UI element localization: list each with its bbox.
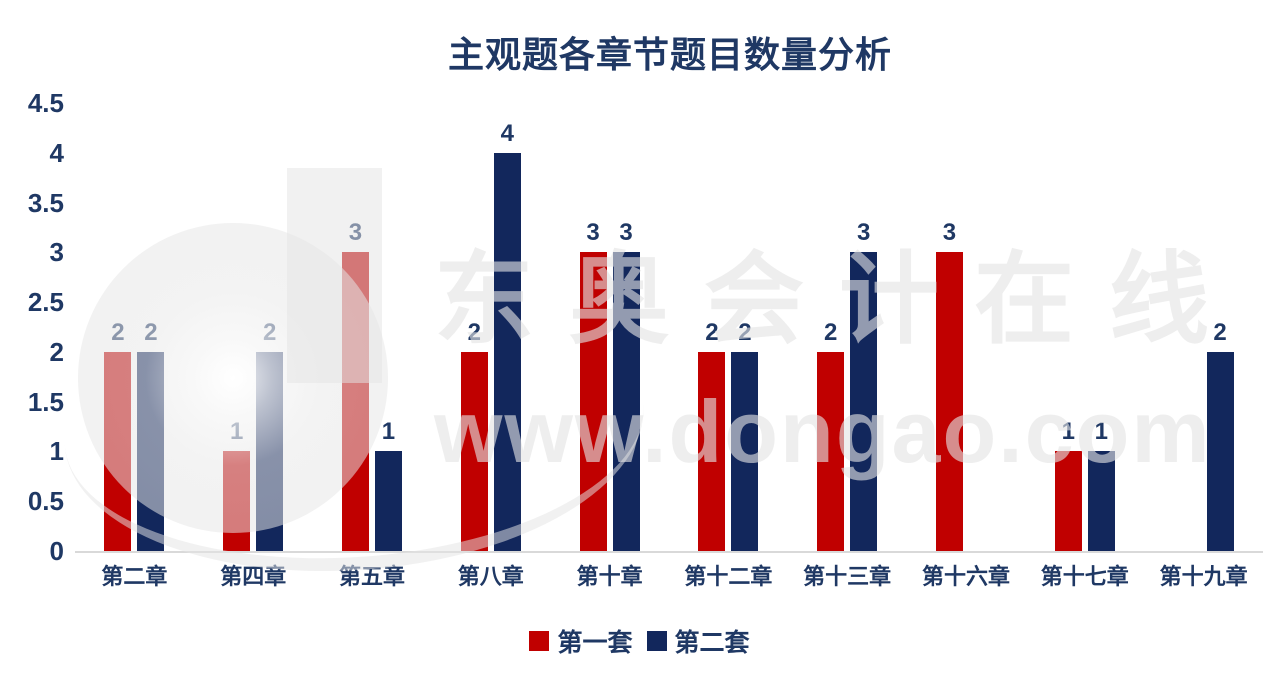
x-tick-label: 第五章	[338, 564, 405, 589]
y-tick-label: 0.5	[27, 486, 64, 517]
y-tick-label: 3.5	[27, 187, 64, 218]
y-tick-label: 2	[49, 336, 64, 367]
bar-value-label: 3	[586, 219, 600, 247]
bar-value-label: 2	[824, 318, 838, 346]
bar-series2: 3	[612, 219, 640, 551]
bar-group: 3	[907, 103, 1026, 551]
bar-series2: 2	[731, 319, 759, 551]
bar-series2: 2	[137, 319, 165, 551]
chart-title: 主观题各章节题目数量分析	[447, 34, 892, 75]
bar-value-label: 2	[1213, 318, 1227, 346]
y-tick-label: 2.5	[27, 287, 64, 318]
bar-value-label: 3	[857, 219, 871, 247]
y-tick-label: 0	[49, 536, 64, 566]
legend-swatch-icon	[646, 631, 667, 651]
legend-label: 第二套	[674, 629, 750, 657]
legend-swatch-icon	[529, 631, 550, 651]
x-axis: 第二章 第四章 第五章 第八章 第十章 第十二章 第十三章 第十六章 第十七章 第十九章	[75, 559, 1263, 591]
x-tick-label: 第十七章	[1040, 564, 1129, 589]
legend-item-series2: 第二套	[646, 623, 750, 659]
bar-series1: 2	[460, 319, 488, 551]
bar-series2: 1	[1087, 418, 1115, 551]
x-tick-label: 第二章	[101, 564, 168, 589]
bar-series1: 3	[579, 219, 607, 551]
bar-series2: 4	[493, 120, 521, 551]
legend: 第一套 第二套	[0, 623, 1279, 659]
bar-value-label: 1	[381, 418, 396, 446]
bar-series2: 2	[1206, 319, 1234, 551]
bar-series2: 2	[256, 319, 284, 551]
y-tick-label: 3	[49, 237, 64, 268]
bar-series1: 3	[341, 219, 369, 551]
bar-value-label: 2	[738, 318, 752, 346]
bar-value-label: 3	[619, 219, 633, 247]
bar-value-label: 1	[1094, 418, 1108, 446]
bar-value-label: 4	[500, 119, 514, 147]
bar-series2: 3	[850, 219, 878, 551]
bar-value-label: 2	[467, 318, 481, 346]
bar-value-label: 2	[144, 318, 158, 346]
x-tick-label: 第四章	[220, 564, 287, 589]
x-tick-label: 第八章	[457, 564, 524, 589]
x-tick-label: 第十六章	[921, 564, 1010, 589]
y-tick-label: 4.5	[27, 88, 64, 118]
bar-group: 2	[1144, 103, 1263, 551]
bar-value-label: 1	[1061, 418, 1075, 446]
y-tick-label: 1	[49, 436, 64, 467]
bar-series1: 2	[104, 319, 132, 551]
y-axis: 0 0.5 1 1.5 2 2.5 3 3.5 4 4.5	[0, 88, 66, 566]
bar-series2: 1	[374, 418, 402, 551]
bar-series1: 3	[935, 219, 963, 551]
x-tick-label: 第十章	[576, 564, 643, 589]
y-tick-label: 4	[49, 137, 64, 168]
bar-series1: 2	[698, 319, 726, 551]
x-tick-label: 第十三章	[803, 564, 892, 589]
y-tick-label: 1.5	[27, 386, 64, 417]
bar-value-label: 2	[263, 318, 277, 346]
bar-value-label: 3	[942, 219, 957, 247]
bar-value-label: 2	[705, 318, 719, 346]
legend-label: 第一套	[557, 629, 633, 657]
x-tick-label: 第十九章	[1159, 564, 1248, 589]
x-tick-label: 第十二章	[684, 564, 773, 589]
x-axis-line	[75, 551, 1263, 553]
legend-item-series1: 第一套	[529, 623, 633, 659]
bar-series1: 1	[223, 418, 251, 551]
bar-value-label: 3	[348, 219, 363, 247]
bar-series1: 1	[1054, 418, 1082, 551]
bar-series1: 2	[817, 319, 845, 551]
